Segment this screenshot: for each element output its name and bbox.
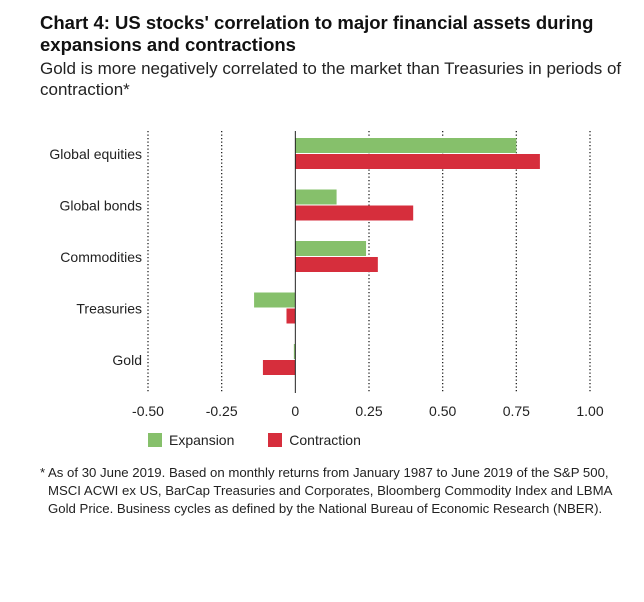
axes: -0.50 -0.25 0 0.25 0.50 0.75 1.00 Global equiti… xyxy=(49,131,604,419)
x-tick-label: 0.75 xyxy=(503,403,530,419)
bar-expansion xyxy=(293,344,296,359)
bar-expansion xyxy=(295,189,337,205)
bar-expansion xyxy=(254,292,296,308)
x-tick-label: -0.50 xyxy=(132,403,164,419)
footnote-mark: * xyxy=(40,465,46,480)
legend-label-expansion: Expansion xyxy=(169,432,235,448)
bar-contraction xyxy=(295,154,540,169)
legend-swatch-contraction xyxy=(268,433,283,447)
bar-chart: -0.50 -0.25 0 0.25 0.50 0.75 1.00 Global equiti… xyxy=(49,131,604,419)
bars xyxy=(254,138,540,375)
legend: Expansion Contraction xyxy=(148,432,391,450)
legend-item-expansion: Expansion xyxy=(148,432,234,448)
bar-expansion xyxy=(295,138,517,153)
category-label: Commodities xyxy=(60,249,142,265)
chart-subtitle: Gold is more negatively correlated to th… xyxy=(40,59,622,99)
x-tick-label: 0.25 xyxy=(355,403,382,419)
bar-expansion xyxy=(295,241,367,256)
category-label: Gold xyxy=(112,352,142,368)
x-tick-label: 0 xyxy=(291,403,299,419)
chart-title: Chart 4: US stocks' correlation to major… xyxy=(40,12,594,55)
x-tick-label: 0.50 xyxy=(429,403,456,419)
category-label: Treasuries xyxy=(76,301,142,317)
bar-contraction xyxy=(295,205,414,221)
x-tick-label: -0.25 xyxy=(206,403,238,419)
category-label: Global bonds xyxy=(59,198,142,214)
bar-contraction xyxy=(286,308,296,324)
category-label: Global equities xyxy=(49,146,142,162)
x-tick-label: 1.00 xyxy=(576,403,603,419)
bar-contraction xyxy=(295,257,378,272)
footnote-text: As of 30 June 2019. Based on monthly ret… xyxy=(48,465,612,516)
legend-item-contraction: Contraction xyxy=(268,432,361,448)
bar-contraction xyxy=(262,360,296,375)
legend-label-contraction: Contraction xyxy=(289,432,361,448)
legend-swatch-expansion xyxy=(148,433,162,447)
footnote: * As of 30 June 2019. Based on monthly r… xyxy=(40,464,620,518)
